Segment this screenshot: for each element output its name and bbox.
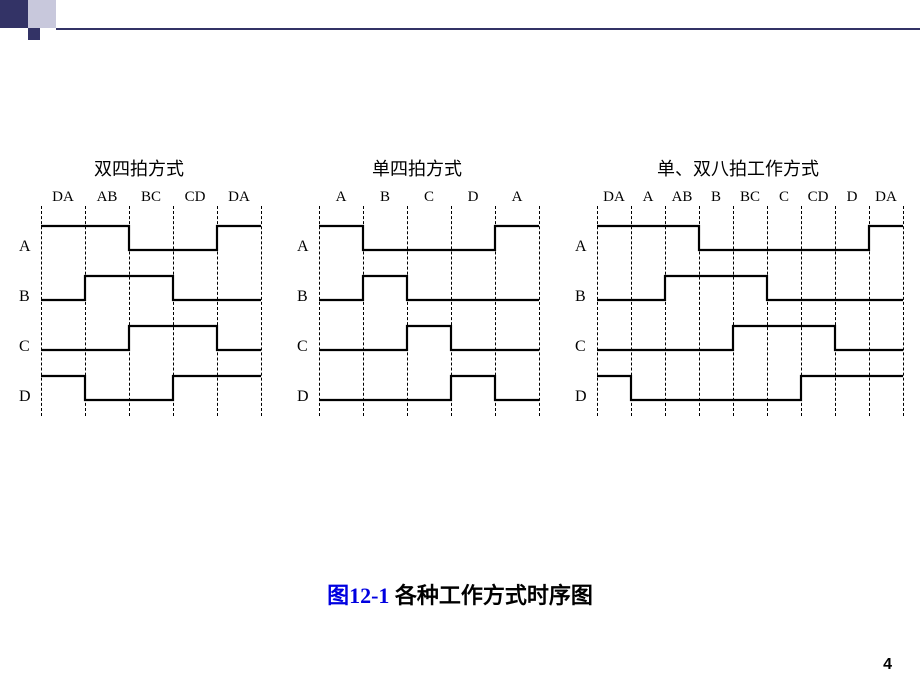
row-label: B (575, 288, 586, 306)
column-label: AB (85, 189, 129, 206)
header-square (28, 28, 40, 40)
diagram-title: 单、双八拍工作方式 (573, 155, 903, 181)
waveform-A (41, 226, 261, 250)
waveform-C (319, 326, 539, 350)
waveform-D (41, 376, 261, 400)
waveform-A (597, 226, 903, 250)
diagram-title: 双四拍方式 (17, 155, 261, 181)
column-label: D (451, 189, 495, 206)
row-label: D (19, 388, 31, 406)
row-label: C (575, 338, 586, 356)
waveform-C (41, 326, 261, 350)
header-square (0, 0, 28, 28)
row-label: A (19, 238, 31, 256)
waveform-B (41, 276, 261, 300)
row-label: D (575, 388, 587, 406)
row-label: D (297, 388, 309, 406)
column-label: CD (173, 189, 217, 206)
column-labels: ABCDA (319, 189, 539, 206)
column-label: CD (801, 189, 835, 206)
header-square (40, 19, 49, 28)
column-labels: DAAABBBCCCDDDA (597, 189, 903, 206)
waveforms (41, 206, 261, 416)
column-label: A (319, 189, 363, 206)
column-label: BC (733, 189, 767, 206)
header-line (56, 28, 920, 30)
column-label: B (699, 189, 733, 206)
row-label: B (297, 288, 308, 306)
row-label: C (19, 338, 30, 356)
waveform-D (319, 376, 539, 400)
column-label: DA (597, 189, 631, 206)
row-label: A (575, 238, 587, 256)
timing-diagram: 单、双八拍工作方式DAAABBBCCCDDDAABCD (573, 155, 903, 416)
column-label: DA (217, 189, 261, 206)
row-label: C (297, 338, 308, 356)
column-label: AB (665, 189, 699, 206)
column-label: D (835, 189, 869, 206)
figure-caption: 图12-1 各种工作方式时序图 (0, 578, 920, 610)
diagram-title: 单四拍方式 (295, 155, 539, 181)
column-label: B (363, 189, 407, 206)
column-label: DA (41, 189, 85, 206)
caption-text: 各种工作方式时序图 (389, 583, 593, 608)
waveform-A (319, 226, 539, 250)
grid-line (903, 206, 904, 416)
column-label: A (495, 189, 539, 206)
row-label: B (19, 288, 30, 306)
header-decoration (0, 0, 920, 40)
page-number: 4 (883, 656, 892, 674)
column-label: BC (129, 189, 173, 206)
waveforms (597, 206, 903, 416)
row-label: A (297, 238, 309, 256)
column-label: C (407, 189, 451, 206)
waveform-B (597, 276, 903, 300)
waveform-D (597, 376, 903, 400)
column-label: DA (869, 189, 903, 206)
timing-grid: ABCD (319, 206, 539, 416)
waveform-B (319, 276, 539, 300)
diagrams-container: 双四拍方式DAABBCCDDAABCD单四拍方式ABCDAABCD单、双八拍工作… (0, 155, 920, 416)
column-label: A (631, 189, 665, 206)
timing-diagram: 单四拍方式ABCDAABCD (295, 155, 539, 416)
waveforms (319, 206, 539, 416)
grid-line (539, 206, 540, 416)
waveform-C (597, 326, 903, 350)
timing-grid: ABCD (597, 206, 903, 416)
grid-line (261, 206, 262, 416)
column-labels: DAABBCCDDA (41, 189, 261, 206)
column-label: C (767, 189, 801, 206)
timing-diagram: 双四拍方式DAABBCCDDAABCD (17, 155, 261, 416)
figure-number: 图12-1 (327, 583, 389, 608)
timing-grid: ABCD (41, 206, 261, 416)
